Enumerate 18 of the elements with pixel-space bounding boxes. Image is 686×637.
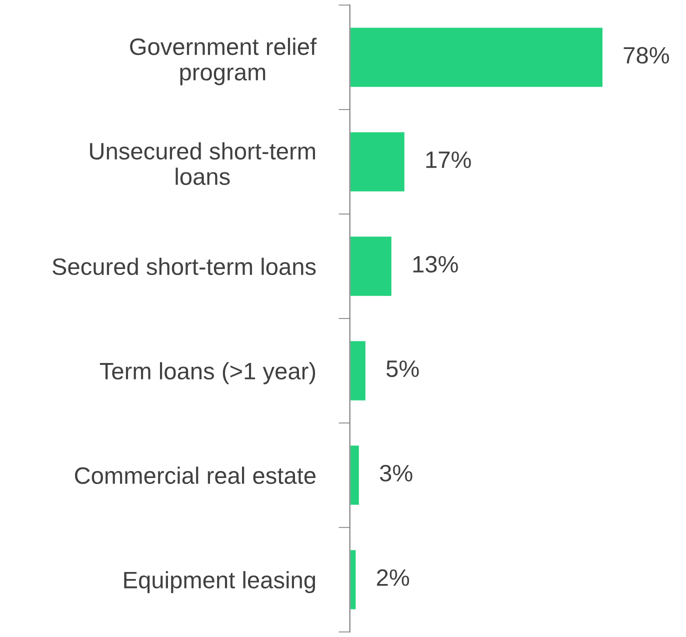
data-label: 5% (386, 360, 419, 378)
data-label: 78% (624, 46, 670, 64)
y-tick-label: Commercial real estate (74, 466, 316, 484)
y-tick-label: Unsecured short-term loans (90, 142, 315, 186)
y-tick-label: Term loans (>1 year) (100, 362, 316, 384)
y-tick-label: Equipment leasing (124, 571, 316, 594)
bar (350, 444, 360, 506)
data-label: 2% (376, 569, 410, 586)
bar (350, 130, 406, 193)
bar (350, 235, 393, 298)
bar (350, 26, 604, 88)
data-label: 17% (426, 152, 471, 168)
bar (350, 548, 358, 611)
y-tick-label: Government relief program (130, 38, 317, 86)
y-tick-label: Secured short-term loans (52, 258, 316, 276)
data-label: 13% (413, 256, 458, 273)
bar (350, 340, 367, 402)
data-label: 3% (380, 464, 412, 482)
